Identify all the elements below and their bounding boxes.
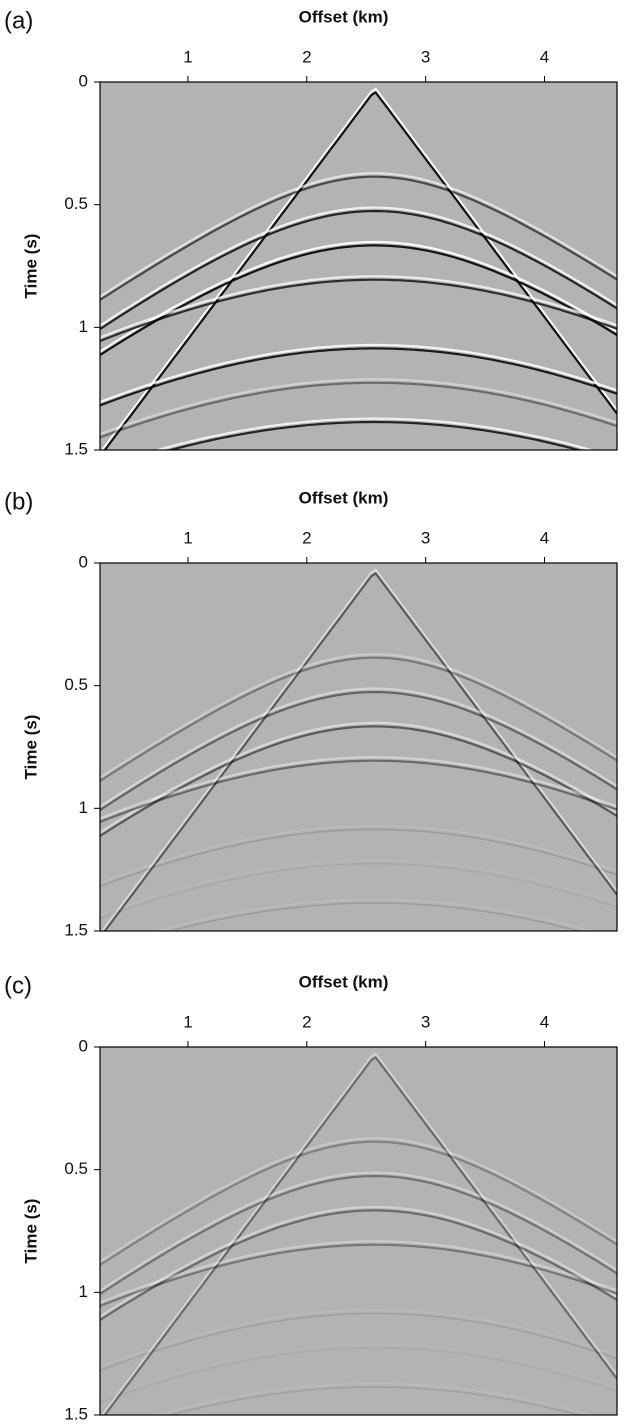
y-axis-title: Time (s) — [21, 1199, 40, 1264]
event-white — [100, 343, 617, 403]
event-black — [167, 1386, 582, 1415]
event-black — [100, 725, 617, 837]
event-black — [100, 656, 617, 782]
event-white — [100, 1309, 617, 1368]
event-white — [100, 87, 617, 450]
event-black — [100, 175, 617, 301]
panel-label: (b) — [4, 488, 33, 515]
y-tick-label: 0 — [79, 1036, 88, 1055]
event-white — [100, 568, 617, 931]
event-white — [100, 721, 617, 834]
plot-area — [100, 82, 617, 450]
event-black — [100, 828, 617, 888]
plot-area — [100, 563, 617, 931]
x-tick-label: 4 — [540, 1012, 549, 1031]
plot-area — [100, 1047, 617, 1415]
y-axis-title: Time (s) — [21, 715, 40, 780]
event-white — [100, 378, 617, 436]
y-tick-label: 0.5 — [64, 675, 88, 694]
event-white — [100, 859, 617, 916]
panel: (a) Offset (km) Time (s) 1 2 3 4 0 0.5 1 1.5 — [4, 7, 618, 458]
x-tick-label: 1 — [183, 47, 192, 66]
x-tick-label: 4 — [540, 528, 549, 547]
event-black — [100, 1174, 617, 1296]
y-tick-label: 0.5 — [64, 1159, 88, 1178]
event-black — [100, 1243, 617, 1308]
event-black — [100, 209, 617, 331]
x-tick-label: 2 — [302, 528, 311, 547]
events — [100, 87, 617, 450]
x-tick-label: 1 — [183, 1012, 192, 1031]
plot-frame — [99, 1046, 618, 1416]
x-tick-label: 1 — [183, 528, 192, 547]
event-white — [155, 1382, 594, 1415]
panel: (c) Offset (km) Time (s) 1 2 3 4 0 0.5 1 1.5 — [4, 972, 618, 1423]
event-black — [103, 571, 617, 931]
y-tick-label: 0 — [79, 552, 88, 571]
panel-label: (a) — [4, 7, 33, 34]
y-tick-label: 1 — [79, 317, 88, 336]
event-black — [100, 690, 617, 812]
y-tick-label: 0 — [79, 71, 88, 90]
event-white — [100, 825, 617, 884]
event-white — [100, 1137, 617, 1263]
y-tick-label: 1 — [79, 1282, 88, 1301]
plot-frame — [99, 562, 618, 932]
events — [100, 568, 617, 931]
event-black — [100, 1140, 617, 1266]
x-tick-label: 4 — [540, 47, 549, 66]
x-tick-label: 3 — [421, 528, 430, 547]
event-white — [100, 1171, 617, 1292]
event-black — [100, 863, 617, 920]
event-white — [100, 653, 617, 779]
y-tick-label: 1.5 — [64, 920, 88, 939]
y-tick-label: 1 — [79, 798, 88, 817]
event-white — [153, 417, 596, 450]
event-white — [100, 240, 617, 353]
event-white — [100, 275, 617, 339]
x-tick-label: 3 — [421, 1012, 430, 1031]
event-white — [100, 687, 617, 808]
x-axis-title: Offset (km) — [299, 488, 389, 507]
x-axis-title: Offset (km) — [299, 7, 389, 26]
event-white — [100, 756, 617, 820]
event-black — [100, 759, 617, 824]
event-white — [100, 1205, 617, 1318]
event-white — [100, 206, 617, 327]
plot-frame — [99, 81, 618, 451]
event-black — [100, 1209, 617, 1321]
event-black — [100, 278, 617, 343]
panel: (b) Offset (km) Time (s) 1 2 3 4 0 0.5 1 1.5 — [4, 488, 618, 939]
event-white — [100, 1240, 617, 1304]
y-axis-title: Time (s) — [21, 234, 40, 299]
event-black — [100, 1312, 617, 1372]
event-black — [100, 347, 617, 407]
y-tick-label: 1.5 — [64, 1404, 88, 1423]
event-black — [166, 420, 584, 450]
event-black — [100, 381, 617, 439]
event-white — [155, 898, 594, 931]
x-tick-label: 2 — [302, 1012, 311, 1031]
y-tick-label: 1.5 — [64, 439, 88, 458]
event-white — [100, 172, 617, 298]
event-white — [100, 1052, 617, 1415]
y-tick-label: 0.5 — [64, 194, 88, 213]
x-axis-title: Offset (km) — [299, 972, 389, 991]
x-tick-label: 2 — [302, 47, 311, 66]
event-black — [167, 902, 582, 931]
panel-label: (c) — [4, 972, 32, 999]
events — [100, 1052, 617, 1415]
event-black — [103, 1055, 617, 1415]
event-black — [100, 1347, 617, 1404]
event-white — [100, 1343, 617, 1400]
x-tick-label: 3 — [421, 47, 430, 66]
event-black — [100, 244, 617, 356]
